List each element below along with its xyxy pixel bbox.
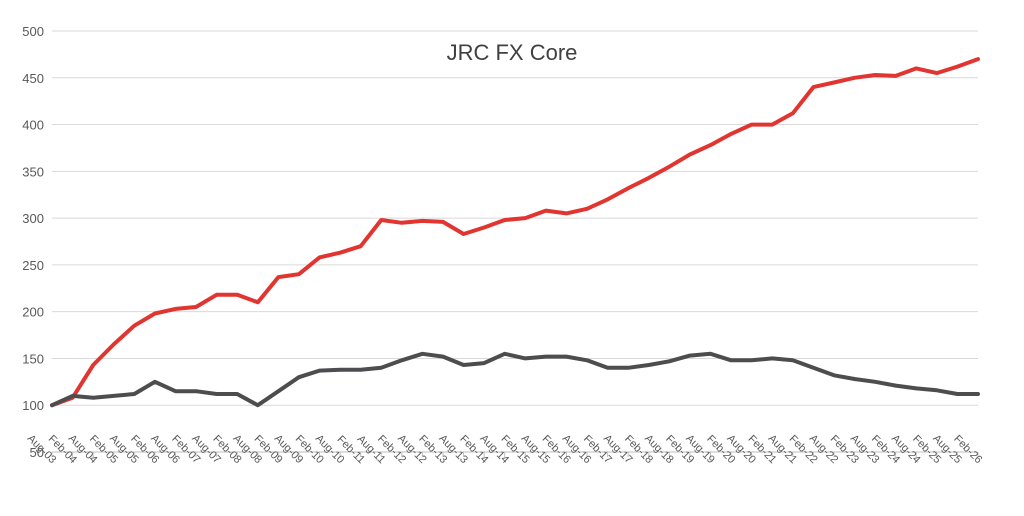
series-lines [50,57,980,408]
gridlines [52,30,978,453]
y-tick-label: 200 [22,305,44,320]
y-axis-tick-labels: 50 100 150 200 250 300 350 400 450 500 [22,24,44,460]
y-tick-label: 350 [22,164,44,179]
y-tick-label: 100 [22,398,44,413]
y-tick-label: 300 [22,211,44,226]
y-tick-label: 50 [30,445,44,460]
y-tick-label: 450 [22,71,44,86]
y-tick-label: 500 [22,24,44,39]
y-tick-label: 250 [22,258,44,273]
x-axis: Aug-03Feb-04Aug-04Feb-05Aug-05Feb-06Aug-… [25,433,985,467]
chart-title: JRC FX Core [447,40,578,65]
series-line-2 [50,351,980,408]
y-tick-label: 150 [22,351,44,366]
y-tick-label: 400 [22,118,44,133]
series-line-1 [50,57,980,408]
